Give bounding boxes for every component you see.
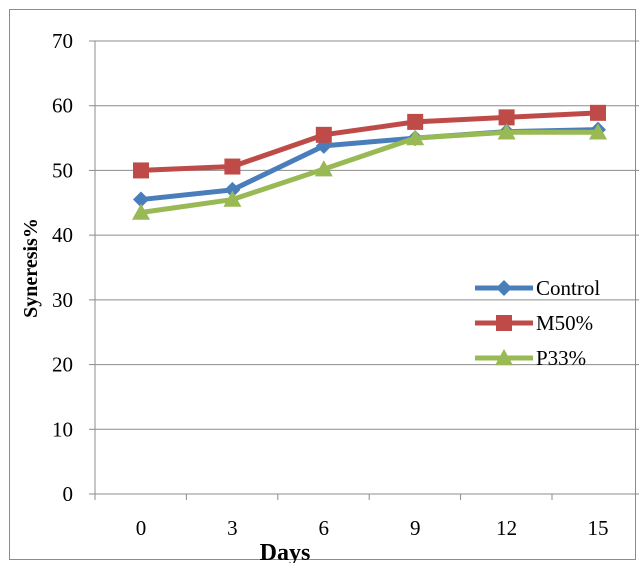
x-axis-title: Days: [260, 540, 311, 563]
data-point: [498, 109, 515, 126]
series-line: [140, 110, 599, 173]
chart-frame: [9, 9, 636, 560]
y-tick-label: 60: [52, 94, 73, 118]
x-tick-label: 9: [410, 516, 421, 540]
x-tick-label: 6: [319, 516, 330, 540]
x-axis-tick-labels: 0 3 6 9 12 15: [136, 516, 609, 540]
data-point: [223, 190, 242, 207]
series-M50%: [133, 104, 606, 179]
series-P33%: [132, 123, 607, 220]
data-point: [497, 123, 516, 140]
data-point: [315, 126, 332, 143]
legend-entry: P33%: [475, 346, 586, 370]
data-point: [407, 113, 424, 130]
data-point: [132, 203, 150, 220]
data-point: [589, 123, 607, 140]
legend-label: P33%: [536, 346, 586, 370]
legend-label: M50%: [536, 311, 593, 335]
series-line: [140, 129, 598, 215]
legend-marker: [496, 280, 512, 296]
data-point: [133, 162, 149, 179]
y-axis-tick-labels: 0 10 20 30 40 50 60 70: [52, 29, 73, 506]
legend: Control M50% P33%: [475, 276, 600, 370]
legend-marker: [496, 315, 512, 331]
y-tick-label: 20: [52, 353, 73, 377]
data-point: [590, 104, 606, 121]
data-point: [406, 129, 425, 146]
y-tick-label: 10: [52, 417, 73, 441]
series-line: [140, 127, 599, 203]
data-point: [224, 158, 241, 175]
y-tick-label: 0: [63, 482, 74, 506]
legend-entry: Control: [475, 276, 600, 300]
x-tick-label: 0: [136, 516, 147, 540]
data-point: [224, 181, 241, 198]
x-tick-label: 12: [496, 516, 517, 540]
legend-entry: M50%: [475, 311, 593, 335]
x-tick-label: 3: [227, 516, 238, 540]
data-series: [132, 104, 607, 220]
x-tick-label: 15: [588, 516, 609, 540]
axes: [89, 40, 639, 500]
legend-marker: [495, 349, 513, 366]
legend-label: Control: [536, 276, 600, 300]
grid-lines: [95, 40, 639, 430]
data-point: [314, 160, 333, 177]
y-axis-title: Syneresis%: [20, 218, 42, 318]
y-tick-label: 40: [52, 223, 73, 247]
y-tick-label: 70: [52, 29, 73, 53]
y-tick-label: 30: [52, 288, 73, 312]
y-tick-label: 50: [52, 158, 73, 182]
data-point: [133, 191, 149, 208]
